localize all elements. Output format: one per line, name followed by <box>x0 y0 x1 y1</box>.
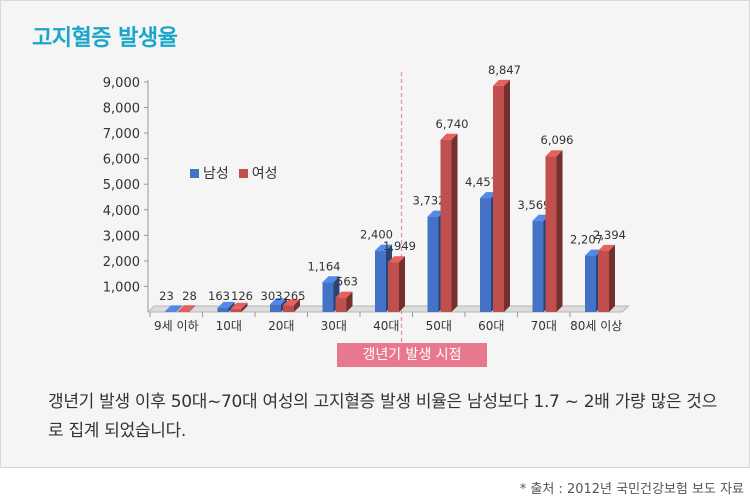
x-tick-label: 9세 이하 <box>154 319 199 333</box>
bar-top <box>545 150 563 157</box>
bar-top <box>165 305 182 312</box>
bar-top <box>178 305 195 312</box>
bar-top <box>480 192 497 199</box>
description-text: 갱년기 발생 이후 50대~70대 여성의 고지혈증 발생 비율은 남성보다 1… <box>48 392 717 441</box>
bar <box>217 307 229 312</box>
legend-swatch-male <box>190 168 199 178</box>
data-label: 1,164 <box>308 259 341 273</box>
bar-top <box>598 244 615 251</box>
bar-top <box>335 291 353 298</box>
bar-top <box>532 214 550 221</box>
x-tick-label: 40대 <box>373 319 399 333</box>
data-label: 2,400 <box>360 228 393 242</box>
chart-card <box>0 0 750 468</box>
bar-top <box>388 256 405 263</box>
x-tick-label: 50대 <box>426 319 452 333</box>
bar <box>388 262 399 312</box>
legend-item-female: 여성 <box>238 163 278 183</box>
y-tick-label: 3,000 <box>103 229 140 244</box>
x-tick-label: 60대 <box>478 319 504 333</box>
legend-label-female: 여성 <box>251 166 278 182</box>
data-label: 23 <box>159 289 174 303</box>
y-tick-label: 7,000 <box>103 127 140 142</box>
bar-chart: 1,000 2,000 3,000 4,000 5,000 6,000 7,000 8,000… <box>103 63 630 345</box>
bar-side <box>504 79 510 312</box>
bar <box>322 282 334 312</box>
data-label: 563 <box>336 275 358 289</box>
y-tick-label: 9,000 <box>103 76 140 91</box>
bar-side <box>556 150 563 312</box>
bar <box>532 220 544 312</box>
bar-top <box>230 302 248 309</box>
legend-item-male: 남성 <box>190 163 229 183</box>
x-tick-label: 70대 <box>531 319 557 333</box>
bar-side <box>451 133 458 312</box>
data-label: 303 <box>261 289 283 303</box>
data-label: 163 <box>208 289 230 303</box>
bar-top <box>375 244 392 251</box>
y-tick-label: 6,000 <box>103 153 140 168</box>
data-label: 1,949 <box>383 239 416 253</box>
bar-side <box>346 291 353 312</box>
bar <box>545 156 557 312</box>
bar-top <box>283 299 300 306</box>
bar <box>480 198 491 312</box>
x-tick-label: 30대 <box>321 319 347 333</box>
bar-side <box>241 302 248 312</box>
data-label: 3,732 <box>413 194 446 208</box>
bar-side <box>228 301 235 312</box>
legend-label-male: 남성 <box>203 166 229 182</box>
y-tick-label: 2,000 <box>103 255 140 270</box>
bar <box>270 304 281 312</box>
bar <box>178 311 189 312</box>
data-label: 2,394 <box>593 228 626 242</box>
data-label: 28 <box>182 289 197 303</box>
legend: 남성 여성 <box>190 163 278 183</box>
data-label: 6,096 <box>541 133 574 147</box>
bar-side <box>294 299 300 312</box>
bar-side <box>399 256 405 312</box>
bar-top <box>322 276 340 283</box>
chart-title: 고지혈증 발생율 <box>32 26 178 51</box>
bar <box>230 308 242 312</box>
data-label: 6,740 <box>436 117 469 131</box>
bar <box>585 255 596 312</box>
data-label: 3,569 <box>518 198 551 212</box>
y-tick-label: 1,000 <box>103 280 140 295</box>
bar-top <box>270 298 287 305</box>
data-label: 126 <box>231 289 253 303</box>
bar-top <box>585 249 602 256</box>
menopause-badge: 갱년기 발생 시점 <box>337 343 487 367</box>
x-tick-label: 10대 <box>216 319 242 333</box>
bar-top <box>440 133 458 140</box>
bar <box>440 139 452 312</box>
data-label: 4,457 <box>465 175 498 189</box>
x-tick-label: 20대 <box>268 319 294 333</box>
bar <box>283 305 294 312</box>
bar <box>165 311 176 312</box>
bar-side <box>189 305 195 312</box>
bar <box>598 250 609 312</box>
bar <box>493 85 504 312</box>
data-label: 8,847 <box>488 63 521 77</box>
source-note: * 출처 : 2012년 국민건강보험 보도 자료 <box>519 482 744 497</box>
bar <box>375 250 386 312</box>
bar-side <box>176 305 182 312</box>
y-tick-label: 8,000 <box>103 102 140 117</box>
bar-top <box>427 210 445 217</box>
data-label: 265 <box>284 289 306 303</box>
data-label: 2,207 <box>570 233 603 247</box>
bar <box>335 297 347 312</box>
y-tick-label: 5,000 <box>103 178 140 193</box>
bar-top <box>493 79 510 86</box>
y-tick-label: 4,000 <box>103 204 140 219</box>
legend-swatch-female <box>238 168 248 178</box>
x-tick-label: 80세 이상 <box>570 319 622 333</box>
bar-top <box>217 301 235 308</box>
bar <box>427 216 439 312</box>
bar-side <box>609 244 615 312</box>
